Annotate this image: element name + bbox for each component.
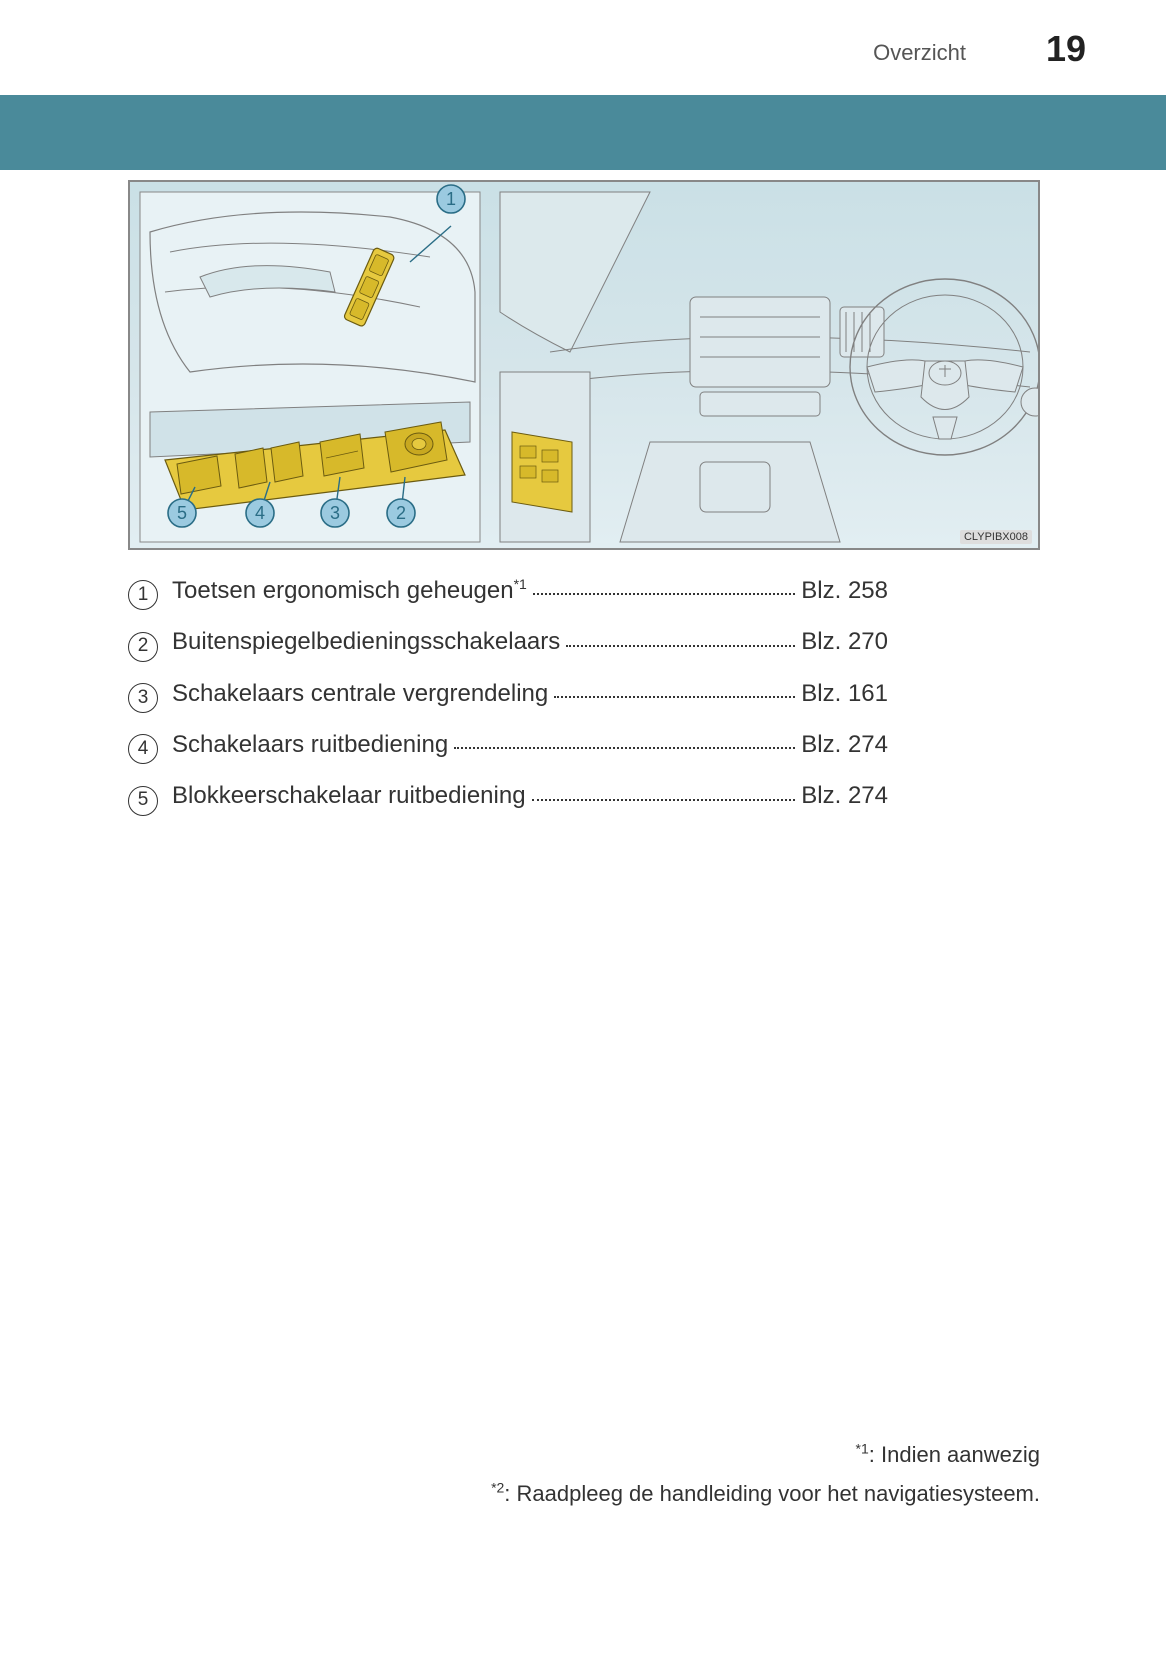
svg-text:1: 1 xyxy=(446,189,456,209)
callout-circle-1: 1 xyxy=(437,185,465,213)
image-reference-code: CLYPIBX008 xyxy=(960,530,1032,544)
item-page-ref: Blz. 270 xyxy=(801,626,888,657)
item-label: Schakelaars ruitbediening xyxy=(172,729,448,760)
callout-circle-4: 4 xyxy=(246,499,274,527)
item-number-icon: 5 xyxy=(128,786,158,816)
item-list: 1 Toetsen ergonomisch geheugen*1 Blz. 258 2… xyxy=(128,575,888,832)
callout-layer: 1 2 3 4 5 xyxy=(130,182,1040,550)
list-item: 3 Schakelaars centrale vergrendeling Blz. … xyxy=(128,678,888,711)
callout-circle-3: 3 xyxy=(321,499,349,527)
footnote: *1: Indien aanwezig xyxy=(128,1435,1040,1475)
list-item: 4 Schakelaars ruitbediening Blz. 274 xyxy=(128,729,888,762)
footnotes: *1: Indien aanwezig*2: Raadpleeg de hand… xyxy=(128,1435,1040,1514)
section-title: Overzicht xyxy=(873,40,966,66)
list-item: 2 Buitenspiegelbedieningsschakelaars Blz. … xyxy=(128,626,888,659)
callout-circle-5: 5 xyxy=(168,499,196,527)
svg-text:3: 3 xyxy=(330,503,340,523)
item-number-icon: 3 xyxy=(128,683,158,713)
leader-dots xyxy=(554,696,795,698)
leader-dots xyxy=(533,593,795,595)
svg-text:4: 4 xyxy=(255,503,265,523)
item-label: Blokkeerschakelaar ruitbediening xyxy=(172,780,526,811)
item-label: Schakelaars centrale vergrendeling xyxy=(172,678,548,709)
leader-dots xyxy=(566,645,795,647)
item-label: Toetsen ergonomisch geheugen*1 xyxy=(172,575,527,606)
page-header: Overzicht 19 xyxy=(0,0,1166,80)
item-page-ref: Blz. 274 xyxy=(801,780,888,811)
item-page-ref: Blz. 258 xyxy=(801,575,888,606)
footnote: *2: Raadpleeg de handleiding voor het na… xyxy=(128,1474,1040,1514)
door-controls-illustration: 1 2 3 4 5 CLYPIBX008 xyxy=(128,180,1040,550)
item-page-ref: Blz. 161 xyxy=(801,678,888,709)
item-number-icon: 2 xyxy=(128,632,158,662)
svg-text:2: 2 xyxy=(396,503,406,523)
list-item: 1 Toetsen ergonomisch geheugen*1 Blz. 258 xyxy=(128,575,888,608)
item-label: Buitenspiegelbedieningsschakelaars xyxy=(172,626,560,657)
footnote-marker: *1 xyxy=(856,1440,869,1456)
leader-dots xyxy=(454,747,795,749)
list-item: 5 Blokkeerschakelaar ruitbediening Blz. 27… xyxy=(128,780,888,813)
footnote-text: : Indien aanwezig xyxy=(869,1442,1040,1467)
footnote-marker: *2 xyxy=(491,1480,504,1496)
page-number: 19 xyxy=(1046,28,1086,70)
header-bar xyxy=(0,95,1166,170)
svg-text:5: 5 xyxy=(177,503,187,523)
item-page-ref: Blz. 274 xyxy=(801,729,888,760)
callout-circle-2: 2 xyxy=(387,499,415,527)
footnote-text: : Raadpleeg de handleiding voor het navi… xyxy=(504,1481,1040,1506)
item-superscript: *1 xyxy=(514,576,527,592)
item-number-icon: 1 xyxy=(128,580,158,610)
item-number-icon: 4 xyxy=(128,734,158,764)
leader-dots xyxy=(532,799,796,801)
